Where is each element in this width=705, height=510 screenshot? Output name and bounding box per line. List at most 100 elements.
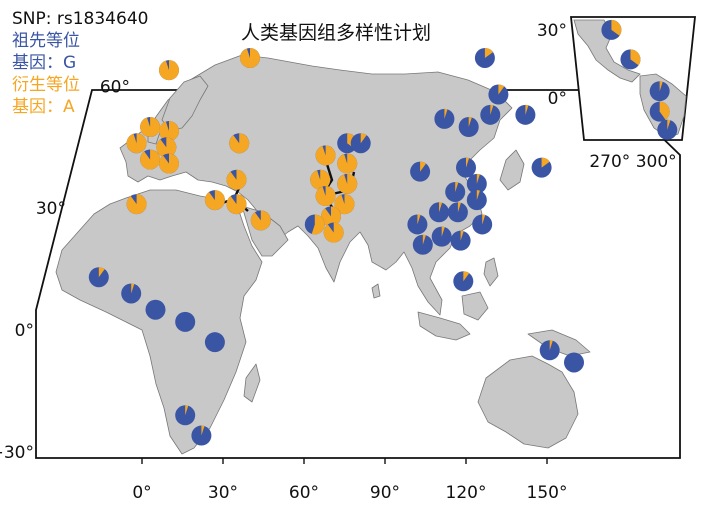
legend-ancestral-label: 祖先等位 xyxy=(12,31,80,51)
pie-derived xyxy=(490,104,494,115)
population-pie xyxy=(539,340,560,361)
lat-tick-label: 60° xyxy=(100,77,130,97)
sri-lanka xyxy=(371,283,381,299)
pie-derived xyxy=(229,133,250,154)
pie-derived xyxy=(250,210,271,231)
pie-derived xyxy=(315,145,336,166)
population-pie xyxy=(140,149,161,170)
population-pies xyxy=(88,19,678,446)
pie-derived xyxy=(323,222,344,243)
continents xyxy=(55,54,591,455)
pie-derived xyxy=(630,49,641,66)
population-pie xyxy=(159,60,180,81)
population-pie xyxy=(226,194,247,215)
population-pie xyxy=(456,157,476,178)
pie-derived xyxy=(457,202,461,213)
pie-derived xyxy=(460,230,464,241)
population-pie xyxy=(531,157,552,178)
lon-tick-label: 150° xyxy=(527,483,568,503)
pie-derived xyxy=(463,271,470,282)
population-pie xyxy=(310,169,331,190)
pie-derived xyxy=(439,202,443,213)
population-pie xyxy=(191,425,212,446)
legend: SNP: rs1834640 祖先等位 基因：G 衍生等位 基因：A xyxy=(12,8,148,118)
pie-derived xyxy=(240,47,261,68)
population-pie xyxy=(159,153,180,174)
africa xyxy=(55,189,263,455)
lat-tick-label: 30° xyxy=(36,199,66,219)
population-pie xyxy=(407,214,428,235)
legend-derived-label: 衍生等位 xyxy=(12,75,80,95)
population-pie xyxy=(334,194,355,215)
population-pie xyxy=(321,206,342,227)
pie-derived xyxy=(201,425,205,436)
pie-derived xyxy=(311,214,325,235)
population-pie xyxy=(601,19,622,40)
pie-derived xyxy=(611,19,622,36)
pie-derived xyxy=(466,157,470,168)
pie-derived xyxy=(468,117,472,127)
population-pie xyxy=(145,299,166,320)
population-pie xyxy=(434,108,455,129)
pie-derived xyxy=(441,226,445,237)
population-pie xyxy=(140,117,161,138)
pie-derived xyxy=(159,153,180,174)
pie-derived xyxy=(541,157,550,168)
lon-tick-label: 30° xyxy=(208,483,238,503)
population-pie xyxy=(447,202,468,223)
population-pie xyxy=(229,133,250,154)
population-pie xyxy=(156,137,177,158)
population-pie xyxy=(410,161,431,182)
pie-derived xyxy=(476,173,480,184)
lon-tick-label: 90° xyxy=(370,483,400,503)
population-pie xyxy=(121,283,142,304)
population-pie xyxy=(458,117,479,137)
pie-derived xyxy=(126,194,147,215)
population-pie xyxy=(412,234,433,255)
borneo xyxy=(461,291,489,321)
population-pie xyxy=(315,186,336,207)
pie-derived xyxy=(549,340,553,351)
pie-derived xyxy=(444,108,448,119)
population-pie xyxy=(466,190,487,211)
population-pie xyxy=(204,332,225,353)
population-pie xyxy=(466,173,487,194)
population-pie xyxy=(429,202,449,223)
pie-derived xyxy=(321,206,342,227)
inset-lat-tick-label: 0° xyxy=(548,89,567,109)
population-pie xyxy=(175,405,196,426)
population-pie xyxy=(304,214,325,235)
population-pie xyxy=(226,169,247,190)
population-pie xyxy=(250,210,271,231)
map-title: 人类基因组多样性计划 xyxy=(241,22,431,44)
pie-derived xyxy=(310,169,331,190)
pie-derived xyxy=(482,214,486,225)
population-pie xyxy=(474,47,495,68)
population-pie xyxy=(445,181,466,202)
pie-ancestral xyxy=(204,332,225,353)
pie-derived xyxy=(659,81,663,92)
inset-lat-tick-label: 30° xyxy=(537,21,567,41)
pie-derived xyxy=(476,190,480,201)
pie-ancestral xyxy=(434,108,455,129)
legend-derived-gene: 基因：A xyxy=(12,97,75,117)
pie-derived xyxy=(315,186,336,207)
pie-derived xyxy=(156,137,177,158)
madagascar xyxy=(243,363,261,403)
population-pie xyxy=(649,81,670,102)
population-pie xyxy=(350,133,371,154)
pie-ancestral xyxy=(564,352,584,373)
population-pie xyxy=(453,271,474,292)
lat-tick-label: 0° xyxy=(15,321,34,341)
lon-tick-label: 60° xyxy=(289,483,319,503)
longitude-ticks: 0° 30° 60° 90° 120° 150° xyxy=(132,458,567,503)
pie-derived xyxy=(420,161,426,172)
population-pie xyxy=(564,352,584,373)
pie-derived xyxy=(226,169,247,190)
inset-longitude-ticks: 270° 300° xyxy=(589,152,676,172)
pie-derived xyxy=(498,84,505,95)
legend-ancestral-gene: 基因：G xyxy=(12,53,77,73)
population-pie xyxy=(159,121,180,142)
pie-derived xyxy=(525,104,529,115)
